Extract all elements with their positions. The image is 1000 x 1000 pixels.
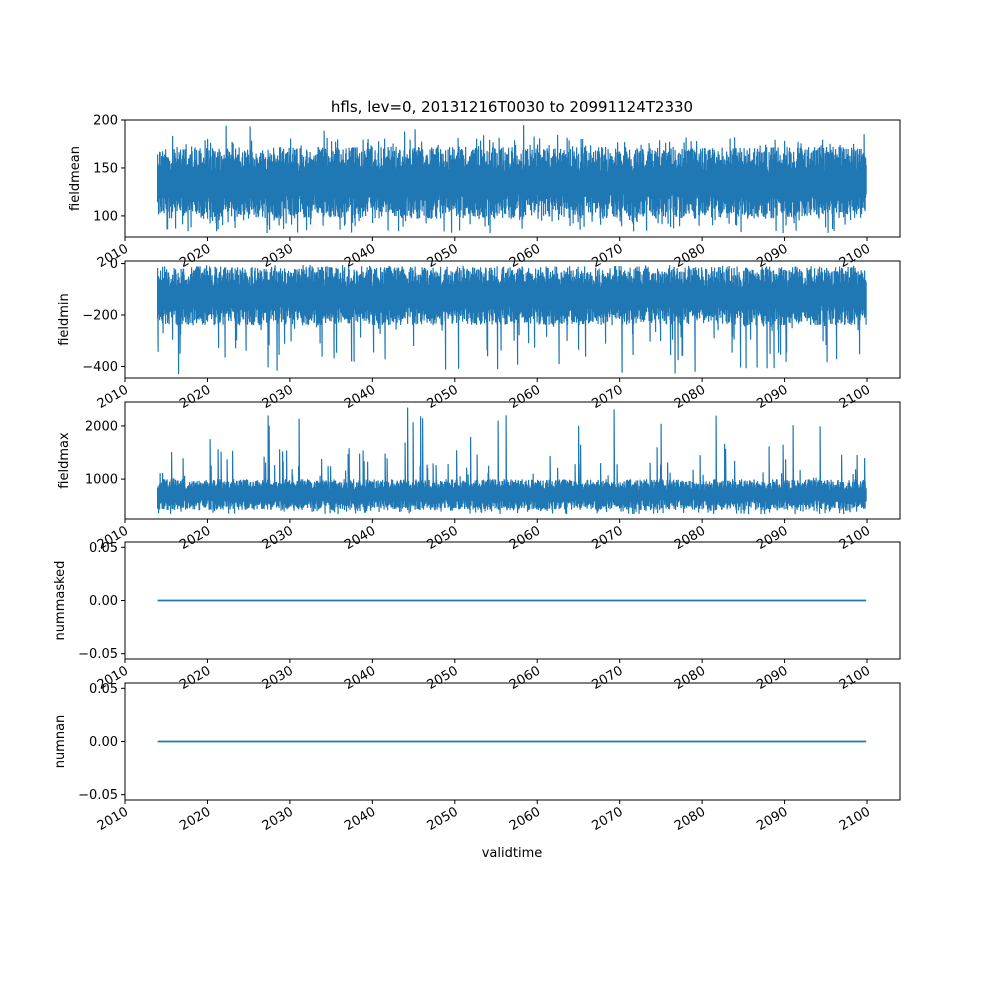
x-tick-label: 2080 — [672, 804, 708, 834]
y-axis-label-fieldmean: fieldmean — [68, 146, 83, 211]
x-tick-label: 2100 — [837, 804, 873, 834]
y-axis-label-nummasked: nummasked — [53, 561, 68, 641]
x-axis-label: validtime — [482, 846, 543, 861]
x-tick-label: 2030 — [260, 382, 296, 412]
x-tick-label: 2060 — [507, 382, 543, 412]
axes-frame-fieldmean — [124, 119, 901, 238]
x-tick-label: 2060 — [507, 523, 543, 553]
x-tick-label: 2070 — [590, 804, 626, 834]
x-tick-label: 2030 — [260, 241, 296, 271]
y-tick-label: 0.00 — [89, 594, 118, 609]
x-tick-label: 2030 — [260, 523, 296, 553]
x-tick-label: 2060 — [507, 663, 543, 693]
x-tick-label: 2020 — [177, 382, 213, 412]
y-tick-label: 100 — [93, 209, 118, 224]
y-tick-label: 200 — [93, 114, 118, 129]
x-tick-label: 2010 — [95, 804, 131, 834]
x-tick-label: 2010 — [95, 382, 131, 412]
x-tick-label: 2100 — [837, 663, 873, 693]
x-tick-label: 2060 — [507, 804, 543, 834]
series-line-fieldmin — [157, 264, 867, 375]
x-tick-label: 2070 — [590, 241, 626, 271]
x-tick-label: 2020 — [177, 241, 213, 271]
y-tick-label: 1000 — [85, 473, 118, 488]
x-tick-label: 2060 — [507, 241, 543, 271]
x-tick-label: 2020 — [177, 523, 213, 553]
subplot-panels: 100 150 200 2010 2020 2030 2040 2050 2060 2070 208… — [53, 114, 901, 834]
x-tick-label: 2070 — [590, 663, 626, 693]
x-tick-label: 2030 — [260, 663, 296, 693]
x-tick-label: 2080 — [672, 382, 708, 412]
x-tick-label: 2100 — [837, 241, 873, 271]
y-tick-label: 2000 — [85, 419, 118, 434]
x-tick-label: 2050 — [425, 241, 461, 271]
y-tick-label: −400 — [82, 360, 118, 375]
y-tick-label: 0 — [110, 257, 118, 272]
x-tick-label: 2090 — [754, 804, 790, 834]
y-tick-label: −200 — [82, 309, 118, 324]
x-tick-label: 2020 — [177, 663, 213, 693]
x-tick-label: 2020 — [177, 804, 213, 834]
x-tick-label: 2100 — [837, 523, 873, 553]
x-tick-label: 2080 — [672, 241, 708, 271]
y-tick-label: −0.05 — [78, 647, 118, 662]
y-tick-label: 0.05 — [89, 682, 118, 697]
axes-frame-fieldmin — [124, 260, 901, 379]
x-tick-label: 2090 — [754, 241, 790, 271]
x-tick-label: 2030 — [260, 804, 296, 834]
subplot-fieldmin: 0 −200 −400 2010 2020 2030 2040 2050 2060 2070 208… — [57, 257, 901, 412]
axes-frame-fieldmax — [124, 401, 901, 520]
x-tick-label: 2070 — [590, 523, 626, 553]
x-tick-label: 2050 — [425, 382, 461, 412]
x-tick-label: 2040 — [342, 241, 378, 271]
x-tick-label: 2090 — [754, 523, 790, 553]
x-tick-label: 2040 — [342, 382, 378, 412]
x-tick-label: 2040 — [342, 804, 378, 834]
x-tick-label: 2080 — [672, 523, 708, 553]
y-axis-label-fieldmax: fieldmax — [57, 432, 72, 489]
x-tick-label: 2040 — [342, 523, 378, 553]
x-tick-label: 2080 — [672, 663, 708, 693]
y-tick-label: 150 — [93, 161, 118, 176]
x-tick-label: 2050 — [425, 523, 461, 553]
y-axis-label-fieldmin: fieldmin — [57, 293, 72, 346]
x-tick-label: 2090 — [754, 663, 790, 693]
figure-title: hfls, lev=0, 20131216T0030 to 20991124T2… — [331, 98, 693, 116]
y-tick-label: 0.05 — [89, 541, 118, 556]
y-tick-label: 0.00 — [89, 735, 118, 750]
series-line-fieldmean — [157, 124, 867, 234]
x-tick-label: 2040 — [342, 663, 378, 693]
x-tick-label: 2050 — [425, 663, 461, 693]
series-line-fieldmax — [157, 407, 867, 515]
x-tick-label: 2070 — [590, 382, 626, 412]
x-tick-label: 2050 — [425, 804, 461, 834]
x-tick-label: 2090 — [754, 382, 790, 412]
y-tick-label: −0.05 — [78, 788, 118, 803]
x-tick-label: 2100 — [837, 382, 873, 412]
y-axis-label-numnan: numnan — [53, 715, 68, 769]
